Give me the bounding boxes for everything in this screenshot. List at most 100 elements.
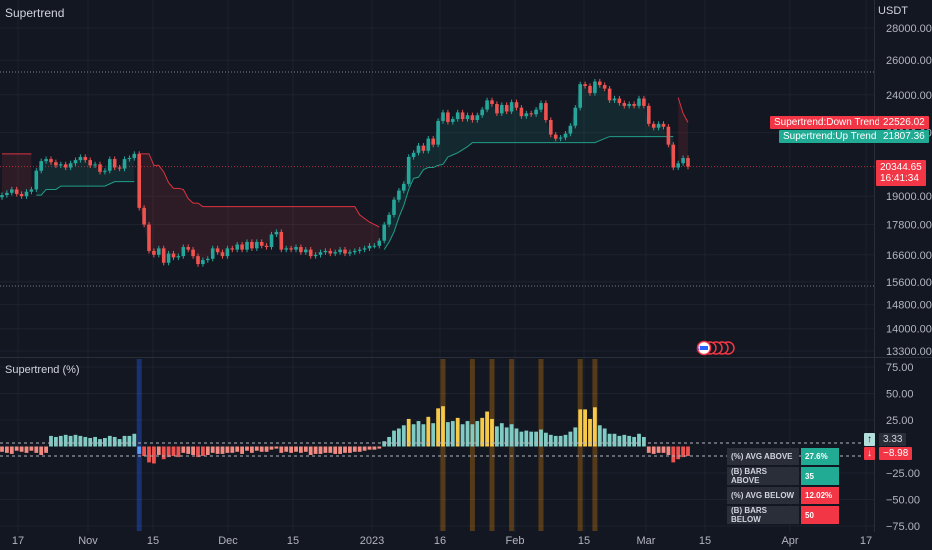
time-tick-label: 15 <box>699 535 711 547</box>
candle <box>313 254 318 257</box>
candle <box>490 100 494 105</box>
candle <box>225 248 230 257</box>
time-tick-label: Nov <box>78 535 98 547</box>
osc-bar <box>651 446 656 454</box>
osc-bar <box>191 446 195 455</box>
osc-bar <box>514 428 519 447</box>
osc-bar <box>607 433 612 447</box>
candle <box>328 250 333 254</box>
osc-bar <box>279 446 284 453</box>
candle <box>426 138 431 151</box>
candle <box>230 248 235 250</box>
candle <box>573 107 578 126</box>
candle <box>176 256 181 258</box>
osc-bar <box>646 446 651 453</box>
candle <box>24 191 29 197</box>
candle <box>446 112 450 122</box>
supertrend-down-line <box>677 97 689 123</box>
candle <box>147 224 151 251</box>
osc-bar <box>495 426 499 447</box>
osc-bar <box>235 446 240 452</box>
candle <box>455 112 460 120</box>
candle <box>558 137 563 139</box>
candle <box>524 113 529 117</box>
candle <box>568 125 573 134</box>
candle <box>686 158 690 167</box>
candle <box>651 123 656 128</box>
candle <box>196 256 200 265</box>
candle <box>245 241 249 250</box>
osc-bar <box>485 411 489 447</box>
price-tick-label: 17800.00 <box>886 220 932 232</box>
candle <box>112 159 117 168</box>
osc-bar <box>68 435 73 447</box>
candle <box>250 241 254 249</box>
time-tick-label: 15 <box>147 535 159 547</box>
last-price-tag: 20344.65 16:41:34 <box>876 160 926 186</box>
osc-bar <box>107 435 112 447</box>
osc-bar <box>9 446 14 454</box>
osc-bar <box>509 424 514 447</box>
osc-bar <box>122 435 127 447</box>
stats-value: 12.02% <box>801 487 839 504</box>
osc-bar <box>426 416 431 447</box>
osc-bar <box>583 409 587 447</box>
candle <box>186 247 190 250</box>
osc-bar <box>269 446 274 450</box>
time-tick-label: 16 <box>434 535 446 547</box>
osc-bar <box>225 446 230 453</box>
osc-bar <box>377 446 382 449</box>
osc-bar <box>210 446 215 453</box>
chart-title[interactable]: Supertrend <box>5 6 65 20</box>
arrow-down-icon: ↓ <box>864 447 875 460</box>
osc-bar <box>382 441 387 447</box>
candle <box>54 162 58 166</box>
osc-bar <box>289 446 293 453</box>
osc-tick-label: 50.00 <box>886 389 914 401</box>
osc-bar <box>78 435 83 447</box>
candle <box>63 164 68 168</box>
price-tick-label: 14800.00 <box>886 300 932 312</box>
candle <box>210 248 215 259</box>
osc-bar <box>578 409 583 447</box>
osc-bar <box>34 446 39 453</box>
osc-bar <box>5 446 9 453</box>
price-tick-label: 13300.00 <box>886 346 932 358</box>
candle <box>627 104 631 106</box>
osc-bar <box>661 446 666 453</box>
osc-bar <box>372 446 377 450</box>
osc-bar <box>127 435 132 447</box>
candle <box>387 214 391 225</box>
oscillator-title[interactable]: Supertrend (%) <box>5 364 80 376</box>
osc-bar <box>367 446 372 450</box>
osc-bar <box>313 446 318 454</box>
osc-bar <box>387 436 391 447</box>
osc-bar <box>544 432 548 447</box>
osc-bar <box>299 446 303 453</box>
currency-label[interactable]: USDT <box>878 5 908 17</box>
candle <box>578 84 582 108</box>
stats-row-bars-below: (B) BARS BELOW 50 <box>727 506 839 524</box>
candle <box>509 102 514 112</box>
osc-bar <box>671 446 676 463</box>
osc-bar <box>254 446 259 451</box>
events-badge[interactable]: ⚡ <box>695 340 735 356</box>
candle <box>127 158 132 160</box>
supertrend-fill <box>678 97 688 167</box>
candle <box>304 249 308 253</box>
osc-bar <box>686 446 690 457</box>
osc-bar <box>627 435 632 447</box>
osc-bar <box>548 434 553 447</box>
time-tick-label: 17 <box>12 535 24 547</box>
osc-bar <box>421 424 426 447</box>
candle <box>372 245 377 247</box>
osc-bar <box>352 446 357 452</box>
osc-bar <box>152 446 156 464</box>
candle <box>362 248 367 250</box>
candle <box>215 248 220 253</box>
osc-bar <box>44 446 48 453</box>
candle <box>108 159 112 171</box>
candle <box>549 120 553 135</box>
candle <box>294 247 298 250</box>
